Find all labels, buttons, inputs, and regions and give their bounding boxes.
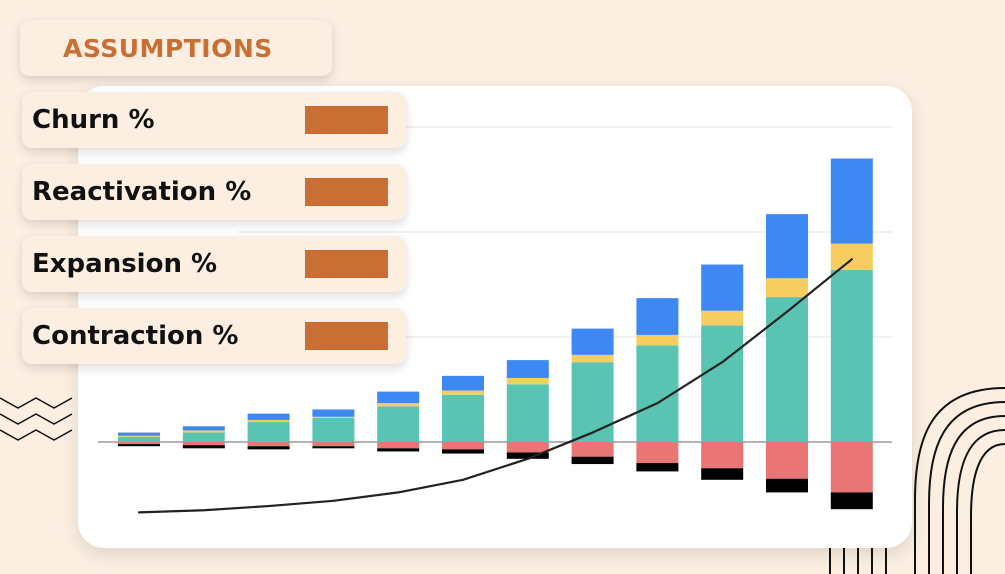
bar-churn-segment (830, 442, 873, 493)
bar-new-segment (312, 409, 355, 417)
expansion-field-row: Expansion % (22, 236, 406, 292)
bar-existing-segment (442, 394, 484, 442)
bar-expansion-segment (571, 354, 614, 363)
bar-existing-segment (118, 436, 160, 442)
bar-expansion-segment (247, 419, 290, 423)
bar-churn-segment (312, 442, 355, 447)
bar-new-segment (636, 298, 679, 335)
bar-churn-segment (571, 442, 614, 457)
reactivation-field-row: Reactivation % (22, 164, 406, 220)
bar-new-segment (377, 391, 420, 404)
trend-line (137, 258, 853, 514)
bar-new-segment (830, 158, 873, 244)
bar-contraction-segment (247, 446, 290, 450)
bar-expansion-segment (830, 243, 873, 270)
bar-existing-segment (571, 362, 614, 442)
bar-existing-segment (701, 325, 744, 442)
bar-existing-segment (766, 297, 808, 442)
bar-churn-segment (118, 442, 160, 445)
chart-card (78, 86, 912, 548)
bar-new-segment (701, 264, 744, 311)
bar-existing-segment (830, 269, 873, 442)
bar-expansion-segment (506, 377, 549, 385)
bar-contraction-segment (701, 468, 744, 480)
bar-existing-segment (377, 406, 420, 442)
bar-new-segment (571, 328, 614, 355)
bar-expansion-segment (312, 416, 355, 418)
bar-new-segment (247, 413, 290, 420)
bar-new-segment (118, 432, 160, 436)
bar-churn-segment (377, 442, 420, 449)
zigzag-decoration (0, 397, 73, 441)
bar-churn-segment (247, 442, 290, 447)
contraction-field-row: Contraction % (22, 308, 406, 364)
bar-contraction-segment (636, 463, 679, 472)
bar-contraction-segment (312, 446, 355, 449)
bar-churn-segment (442, 442, 484, 450)
bar-existing-segment (312, 417, 355, 442)
bar-expansion-segment (442, 390, 484, 395)
bar-existing-segment (182, 432, 225, 442)
bar-churn-segment (701, 442, 744, 469)
bar-contraction-segment (571, 456, 614, 465)
contraction-label: Contraction % (32, 321, 239, 351)
bar-contraction-segment (182, 445, 225, 449)
reactivation-input[interactable] (305, 178, 388, 206)
bar-expansion-segment (701, 310, 744, 326)
bar-contraction-segment (377, 448, 420, 452)
bar-expansion-segment (118, 435, 160, 437)
bar-contraction-segment (766, 478, 808, 493)
assumptions-header: ASSUMPTIONS (20, 20, 332, 76)
bar-existing-segment (247, 422, 290, 442)
bar-churn-segment (506, 442, 549, 453)
bar-existing-segment (506, 384, 549, 442)
bar-new-segment (766, 214, 808, 279)
churn-input[interactable] (305, 106, 388, 134)
expansion-input[interactable] (305, 250, 388, 278)
arches-decoration (829, 387, 1005, 574)
bar-contraction-segment (830, 492, 873, 510)
stacked-bar-chart (98, 126, 892, 514)
contraction-input[interactable] (305, 322, 388, 350)
bar-expansion-segment (377, 403, 420, 407)
churn-field-row: Churn % (22, 92, 406, 148)
bar-expansion-segment (182, 430, 225, 433)
bar-churn-segment (182, 442, 225, 446)
bar-churn-segment (636, 442, 679, 463)
bar-expansion-segment (636, 334, 679, 346)
reactivation-label: Reactivation % (32, 177, 252, 207)
bar-churn-segment (766, 442, 808, 479)
churn-label: Churn % (32, 105, 155, 135)
assumptions-title: ASSUMPTIONS (63, 34, 273, 63)
bar-new-segment (506, 360, 549, 378)
expansion-label: Expansion % (32, 249, 218, 279)
bar-new-segment (182, 426, 225, 431)
bar-contraction-segment (118, 444, 160, 447)
bar-new-segment (442, 375, 484, 391)
bar-contraction-segment (506, 452, 549, 459)
bar-expansion-segment (766, 278, 808, 298)
bar-contraction-segment (442, 449, 484, 454)
